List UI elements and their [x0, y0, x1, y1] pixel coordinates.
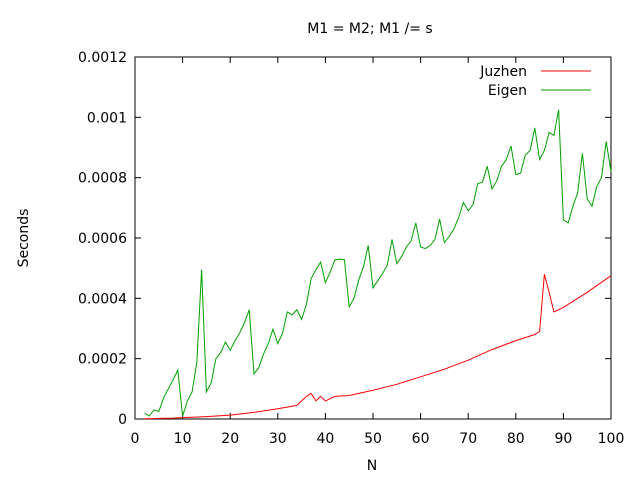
- series-line-eigen: [144, 109, 612, 417]
- legend: Juzhen Eigen: [479, 64, 591, 99]
- x-tick-label: 80: [507, 431, 525, 447]
- y-tick-label: 0.001: [87, 110, 127, 126]
- series-line-juzhen: [144, 274, 612, 420]
- y-tick-label: 0.0002: [78, 352, 127, 368]
- y-tick-label: 0: [118, 412, 127, 428]
- x-tick-label: 30: [269, 431, 287, 447]
- y-tick-label: 0.0008: [78, 171, 127, 187]
- x-tick-label: 90: [554, 431, 572, 447]
- legend-label-eigen: Eigen: [488, 83, 527, 99]
- y-tick-label: 0.0004: [78, 291, 127, 307]
- x-tick-label: 20: [221, 431, 239, 447]
- x-tick-label: 0: [131, 431, 140, 447]
- chart-title: M1 = M2; M1 /= s: [307, 21, 432, 37]
- y-tick-label: 0.0006: [78, 231, 127, 247]
- plot-frame: [134, 56, 612, 420]
- x-tick-label: 70: [459, 431, 477, 447]
- y-axis-label: Seconds: [16, 209, 32, 268]
- x-tick-label: 60: [412, 431, 430, 447]
- x-tick-label: 10: [174, 431, 192, 447]
- legend-label-juzhen: Juzhen: [479, 64, 527, 80]
- y-tick-label: 0.0012: [78, 50, 127, 66]
- x-tick-label: 50: [364, 431, 382, 447]
- x-axis-label: N: [367, 458, 377, 474]
- x-tick-label: 100: [598, 431, 625, 447]
- x-tick-label: 40: [316, 431, 334, 447]
